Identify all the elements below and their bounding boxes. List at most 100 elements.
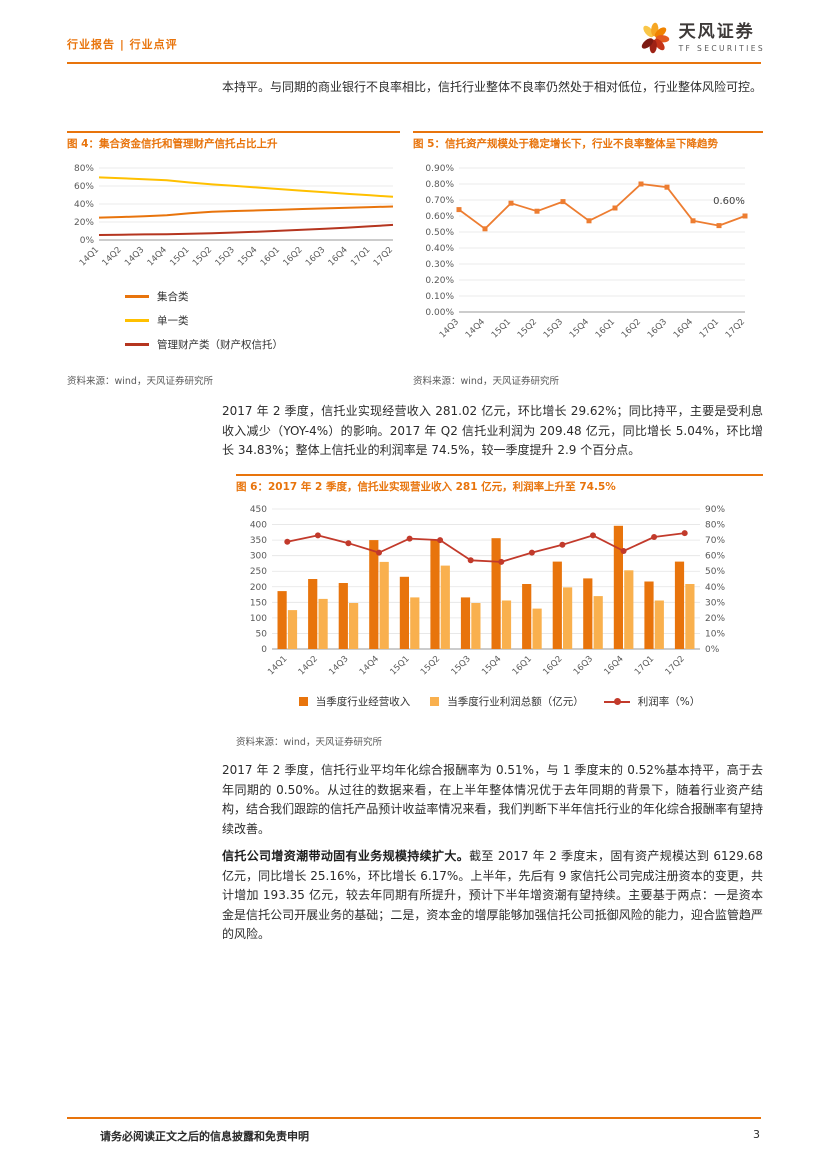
svg-text:14Q3: 14Q3 xyxy=(327,654,350,677)
paragraph-capital: 信托公司增资潮带动固有业务规模持续扩大。截至 2017 年 2 季度末，固有资产… xyxy=(222,847,763,945)
legend-item: 集合类 xyxy=(125,289,283,304)
svg-text:15Q3: 15Q3 xyxy=(542,317,565,340)
figure-5: 图 5：信托资产规模处于稳定增长下，行业不良率整体呈下降趋势 0.00% 0.10… xyxy=(413,131,763,391)
svg-text:0.80%: 0.80% xyxy=(425,180,454,190)
svg-text:60%: 60% xyxy=(74,182,94,192)
svg-text:0%: 0% xyxy=(705,645,720,655)
svg-text:16Q4: 16Q4 xyxy=(327,245,350,268)
svg-text:70%: 70% xyxy=(705,536,725,546)
svg-text:15Q1: 15Q1 xyxy=(388,654,411,677)
svg-text:0.70%: 0.70% xyxy=(425,196,454,206)
figure-4-chart: 0%20%40%60%80%14Q1 14Q2 14Q3 14Q4 15Q1 15Q2 15… xyxy=(74,164,395,268)
breadcrumb: 行业报告 | 行业点评 xyxy=(67,36,178,52)
svg-text:15Q3: 15Q3 xyxy=(450,654,473,677)
brand-name: 天风证券 xyxy=(678,22,755,42)
legend-item: 管理财产类（财产权信托） xyxy=(125,337,283,352)
footer-disclaimer: 请务必阅读正文之后的信息披露和免责申明 xyxy=(100,1130,309,1143)
figure-6-title: 图 6：2017 年 2 季度，信托业实现营业收入 281 亿元，利润率上升至 … xyxy=(236,474,763,497)
svg-text:50: 50 xyxy=(256,629,268,639)
legend-label: 利润率（%） xyxy=(637,696,701,708)
svg-text:15Q4: 15Q4 xyxy=(568,317,591,340)
svg-text:15Q1: 15Q1 xyxy=(168,245,191,268)
svg-text:16Q1: 16Q1 xyxy=(259,245,282,268)
svg-text:20%: 20% xyxy=(74,218,94,228)
svg-text:30%: 30% xyxy=(705,598,725,608)
legend-swatch xyxy=(125,343,149,346)
paragraph-yield: 2017 年 2 季度，信托行业平均年化综合报酬率为 0.51%，与 1 季度末… xyxy=(222,763,763,836)
svg-text:15Q3: 15Q3 xyxy=(214,245,237,268)
paragraph-revenue: 2017 年 2 季度，信托业实现经营收入 281.02 亿元，环比增长 29.… xyxy=(222,404,763,457)
svg-text:0%: 0% xyxy=(80,236,95,246)
svg-text:0.20%: 0.20% xyxy=(425,276,454,286)
legend-item: 当季度行业利润总额（亿元） xyxy=(430,694,584,709)
svg-text:15Q2: 15Q2 xyxy=(191,245,214,268)
paragraph-capital-lead: 信托公司增资潮带动固有业务规模持续扩大。 xyxy=(222,849,470,863)
legend-item: 单一类 xyxy=(125,313,283,328)
svg-text:16Q4: 16Q4 xyxy=(672,317,695,340)
legend-swatch xyxy=(430,697,440,706)
svg-text:100: 100 xyxy=(250,614,267,624)
legend-item: 利润率（%） xyxy=(603,694,701,709)
figure-5-source: 资料来源：wind，天风证券研究所 xyxy=(413,376,559,387)
svg-text:350: 350 xyxy=(250,536,267,546)
svg-text:40%: 40% xyxy=(74,200,94,210)
svg-text:0.60%: 0.60% xyxy=(713,196,745,207)
page-number: 3 xyxy=(753,1128,760,1141)
legend-label: 管理财产类（财产权信托） xyxy=(157,339,283,351)
svg-text:16Q3: 16Q3 xyxy=(304,245,327,268)
svg-text:17Q1: 17Q1 xyxy=(698,317,721,340)
svg-text:300: 300 xyxy=(250,552,267,562)
figure-4-title: 图 4：集合资金信托和管理财产信托占比上升 xyxy=(67,131,400,154)
brand-text: 天风证券 TF SECURITIES xyxy=(678,22,765,54)
figure-4-source: 资料来源：wind，天风证券研究所 xyxy=(67,376,213,387)
svg-text:200: 200 xyxy=(250,583,267,593)
svg-text:60%: 60% xyxy=(705,552,725,562)
figure-5-title: 图 5：信托资产规模处于稳定增长下，行业不良率整体呈下降趋势 xyxy=(413,131,763,154)
svg-text:0.50%: 0.50% xyxy=(425,228,454,238)
svg-text:250: 250 xyxy=(250,567,267,577)
svg-text:450: 450 xyxy=(250,505,267,515)
svg-text:20%: 20% xyxy=(705,614,725,624)
svg-text:15Q1: 15Q1 xyxy=(490,317,513,340)
svg-text:14Q1: 14Q1 xyxy=(78,245,101,268)
svg-text:0.90%: 0.90% xyxy=(425,164,454,174)
svg-text:16Q4: 16Q4 xyxy=(602,654,625,677)
paragraph-capital-body: 截至 2017 年 2 季度末，固有资产规模达到 6129.68 亿元，同比增长… xyxy=(222,849,763,941)
footer-rule xyxy=(67,1117,761,1119)
svg-text:400: 400 xyxy=(250,521,267,531)
paragraph-intro: 本持平。与同期的商业银行不良率相比，信托行业整体不良率仍然处于相对低位，行业整体… xyxy=(222,80,763,94)
brand-subtitle: TF SECURITIES xyxy=(678,44,765,53)
svg-text:14Q1: 14Q1 xyxy=(266,654,289,677)
legend-swatch xyxy=(298,697,308,706)
svg-text:14Q2: 14Q2 xyxy=(297,654,320,677)
svg-text:16Q1: 16Q1 xyxy=(511,654,534,677)
brand-logo: 天风证券 TF SECURITIES xyxy=(636,20,765,56)
header-rule xyxy=(67,62,761,64)
svg-text:15Q2: 15Q2 xyxy=(419,654,442,677)
figure-6-source: 资料来源：wind，天风证券研究所 xyxy=(236,737,382,748)
svg-text:40%: 40% xyxy=(705,583,725,593)
breadcrumb-label: 行业报告 | 行业点评 xyxy=(67,38,178,51)
svg-text:15Q4: 15Q4 xyxy=(236,245,259,268)
svg-text:16Q2: 16Q2 xyxy=(620,317,643,340)
figure-6-legend: 当季度行业经营收入 当季度行业利润总额（亿元） 利润率（%） xyxy=(236,694,763,709)
svg-text:17Q2: 17Q2 xyxy=(664,654,687,677)
svg-text:17Q1: 17Q1 xyxy=(349,245,372,268)
svg-text:17Q2: 17Q2 xyxy=(724,317,747,340)
svg-text:16Q3: 16Q3 xyxy=(646,317,669,340)
svg-text:15Q2: 15Q2 xyxy=(516,317,539,340)
svg-text:16Q3: 16Q3 xyxy=(572,654,595,677)
figure-4-legend: 集合类单一类管理财产类（财产权信托） xyxy=(125,289,283,352)
svg-text:80%: 80% xyxy=(705,521,725,531)
svg-text:17Q2: 17Q2 xyxy=(372,245,395,268)
figure-5-chart: 0.00% 0.10% 0.20% 0.30% 0.40% 0.50% 0.60% 0.70%… xyxy=(425,164,748,340)
svg-text:0.40%: 0.40% xyxy=(425,244,454,254)
svg-text:14Q4: 14Q4 xyxy=(358,654,381,677)
svg-text:80%: 80% xyxy=(74,164,94,174)
svg-text:14Q3: 14Q3 xyxy=(438,317,461,340)
legend-swatch xyxy=(125,319,149,322)
tf-flower-icon xyxy=(641,22,669,54)
svg-text:17Q1: 17Q1 xyxy=(633,654,656,677)
svg-text:14Q4: 14Q4 xyxy=(146,245,169,268)
